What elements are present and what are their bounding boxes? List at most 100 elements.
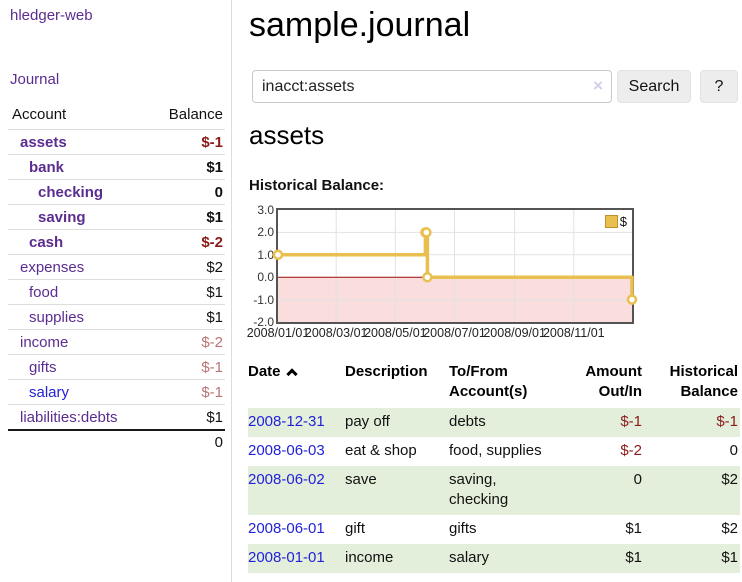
page-title: sample.journal bbox=[249, 6, 471, 44]
x-axis-tick-label: 2008/07/01 bbox=[423, 326, 486, 340]
balance-chart: $ bbox=[272, 208, 638, 324]
transaction-balance: $-1 bbox=[716, 413, 738, 430]
search-input[interactable] bbox=[252, 70, 612, 103]
accounts-header-balance: Balance bbox=[168, 106, 223, 123]
amount-header-line1: Amount bbox=[585, 363, 642, 380]
account-link-assets[interactable]: assets bbox=[20, 133, 67, 151]
account-link-gifts[interactable]: gifts bbox=[29, 358, 57, 376]
transaction-description: pay off bbox=[345, 413, 390, 430]
account-row-food: food $1 bbox=[8, 279, 225, 304]
account-balance: $1 bbox=[206, 308, 223, 326]
x-axis-tick-label: 2008/11/01 bbox=[542, 326, 605, 340]
transaction-amount: 0 bbox=[633, 471, 642, 488]
account-row-supplies: supplies $1 bbox=[8, 304, 225, 329]
legend-label: $ bbox=[619, 214, 627, 229]
account-page-title: assets bbox=[249, 120, 325, 150]
account-link-salary[interactable]: salary bbox=[29, 383, 70, 401]
account-row-checking: checking 0 bbox=[8, 179, 225, 204]
transaction-description: eat & shop bbox=[345, 442, 417, 459]
transaction-balance: $2 bbox=[721, 471, 738, 488]
register-row: 2008-06-02 save saving, checking 0 $2 bbox=[248, 466, 740, 515]
x-axis-tick-label: 2008/01/01 bbox=[246, 326, 310, 340]
register-header-row: Date Description To/From Account(s) Amou… bbox=[248, 362, 740, 408]
y-axis-tick-label: 1.0 bbox=[257, 247, 274, 262]
clear-search-icon[interactable]: × bbox=[593, 76, 603, 95]
amount-header-line2: Out/In bbox=[598, 383, 642, 400]
sort-asc-icon bbox=[285, 368, 298, 380]
date-header-label: Date bbox=[248, 363, 281, 380]
account-link-supplies[interactable]: supplies bbox=[29, 308, 85, 326]
app-title-link[interactable]: hledger-web bbox=[10, 7, 93, 24]
transaction-amount: $-2 bbox=[620, 442, 642, 459]
register-header-amount: Amount Out/In bbox=[549, 362, 644, 408]
account-link-cash[interactable]: cash bbox=[29, 233, 64, 251]
accounts-header-line1: To/From bbox=[449, 363, 508, 380]
account-link-food[interactable]: food bbox=[29, 283, 59, 301]
transaction-description: save bbox=[345, 471, 377, 488]
account-row-liabilities-debts: liabilities:debts $1 bbox=[8, 404, 225, 429]
register-row: 2008-01-01 income salary $1 $1 bbox=[248, 544, 740, 573]
chart-title: Historical Balance: bbox=[249, 177, 385, 194]
register-row: 2008-06-03 eat & shop food, supplies $-2… bbox=[248, 437, 740, 466]
y-axis-tick-label: -2.0 bbox=[253, 315, 274, 329]
description-header-label: Description bbox=[345, 363, 428, 380]
register-header-accounts: To/From Account(s) bbox=[449, 362, 549, 408]
account-link-expenses[interactable]: expenses bbox=[20, 258, 85, 276]
account-balance: $1 bbox=[206, 408, 223, 426]
legend-swatch-icon bbox=[604, 215, 618, 228]
account-row-salary: salary $-1 bbox=[8, 379, 225, 404]
account-balance: $-1 bbox=[201, 133, 223, 151]
account-balance: $-1 bbox=[201, 383, 223, 401]
sidebar-item-journal[interactable]: Journal bbox=[10, 71, 60, 88]
account-balance: 0 bbox=[214, 183, 223, 201]
accounts-header-account: Account bbox=[12, 106, 67, 123]
transaction-description: gift bbox=[345, 520, 366, 537]
search-button[interactable]: Search bbox=[617, 70, 691, 103]
transaction-date-link[interactable]: 2008-06-01 bbox=[248, 520, 325, 537]
x-axis-tick-label: 2008/05/01 bbox=[364, 326, 427, 340]
account-balance: $1 bbox=[206, 283, 223, 301]
account-row-income: income $-2 bbox=[8, 329, 225, 354]
register-header-balance: Historical Balance bbox=[644, 362, 740, 408]
account-link-saving[interactable]: saving bbox=[38, 208, 86, 226]
transaction-description: income bbox=[345, 549, 394, 566]
account-balance: $-1 bbox=[201, 358, 223, 376]
accounts-total-row: 0 bbox=[8, 429, 225, 454]
transaction-accounts: food, supplies bbox=[449, 442, 542, 459]
account-link-income[interactable]: income bbox=[20, 333, 69, 351]
transaction-accounts: salary bbox=[449, 549, 490, 566]
account-row-expenses: expenses $2 bbox=[8, 254, 225, 279]
transaction-date-link[interactable]: 2008-06-03 bbox=[248, 442, 325, 459]
register-table: Date Description To/From Account(s) Amou… bbox=[248, 362, 740, 573]
account-row-assets: assets $-1 bbox=[8, 129, 225, 154]
accounts-total-value: 0 bbox=[214, 434, 223, 451]
search-box: × bbox=[252, 70, 612, 103]
transaction-accounts: debts bbox=[449, 413, 486, 430]
account-row-saving: saving $1 bbox=[8, 204, 225, 229]
x-axis-tick-label: 2008/09/01 bbox=[483, 326, 546, 340]
balance-header-line2: Balance bbox=[680, 383, 738, 400]
y-axis-tick-label: 3.0 bbox=[257, 203, 274, 217]
search-bar: × Search ? bbox=[248, 70, 742, 103]
x-axis-tick-label: 2008/03/01 bbox=[304, 326, 368, 340]
y-axis-tick-label: 2.0 bbox=[257, 225, 274, 240]
register-row: 2008-06-01 gift gifts $1 $2 bbox=[248, 515, 740, 544]
transaction-date-link[interactable]: 2008-12-31 bbox=[248, 413, 325, 430]
account-balance: $-2 bbox=[201, 233, 223, 251]
register-header-date[interactable]: Date bbox=[248, 362, 345, 408]
transaction-amount: $-1 bbox=[620, 413, 642, 430]
account-link-liabilities-debts[interactable]: liabilities:debts bbox=[20, 408, 118, 426]
account-link-checking[interactable]: checking bbox=[38, 183, 104, 201]
transaction-balance: $2 bbox=[721, 520, 738, 537]
account-link-bank[interactable]: bank bbox=[29, 158, 65, 176]
accounts-table-header: Account Balance bbox=[8, 102, 225, 129]
transaction-date-link[interactable]: 2008-01-01 bbox=[248, 549, 325, 566]
balance-header-line1: Historical bbox=[669, 363, 738, 380]
transaction-date-link[interactable]: 2008-06-02 bbox=[248, 471, 325, 488]
register-row: 2008-12-31 pay off debts $-1 $-1 bbox=[248, 408, 740, 437]
account-row-bank: bank $1 bbox=[8, 154, 225, 179]
help-button[interactable]: ? bbox=[700, 70, 738, 103]
transaction-amount: $1 bbox=[625, 549, 642, 566]
transaction-balance: $1 bbox=[721, 549, 738, 566]
